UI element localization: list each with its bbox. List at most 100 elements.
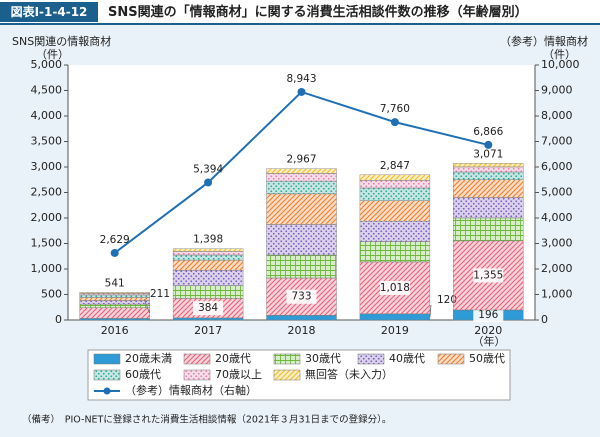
bar-segment [79, 292, 150, 294]
y-tick-label: 4,500 [31, 84, 63, 97]
value-label: 8,943 [286, 73, 316, 85]
legend-label: 50歳代 [469, 352, 505, 365]
y2-tick-label: 6,000 [541, 160, 573, 173]
y2-axis-title: （参考）情報商材 [500, 34, 588, 48]
source-note: （備考） PIO-NETに登録された消費生活相談情報（2021年３月31日までの… [22, 414, 391, 426]
legend-label: 20歳未満 [125, 352, 172, 365]
chart-title: SNS関連の「情報商材」に関する消費生活相談件数の推移（年齢層別） [108, 4, 528, 20]
y2-tick-label: 5,000 [541, 186, 573, 199]
value-label: 120 [437, 294, 457, 306]
bar-segment [79, 294, 150, 298]
bar-segment [359, 200, 431, 222]
value-label-bg [473, 268, 504, 283]
y2-axis-unit: （件） [543, 48, 576, 61]
bar-segment [453, 166, 524, 173]
y-tick-label: 5,000 [31, 58, 63, 71]
line-point [297, 87, 306, 96]
legend-label: （参考）情報商材（右軸） [125, 383, 257, 397]
bar-segment [172, 270, 244, 286]
x-axis-unit: （年） [473, 334, 506, 348]
legend-swatch [93, 369, 121, 381]
legend-label: 無回答（未入力） [305, 367, 393, 381]
y-tick-label: 1,000 [31, 262, 63, 275]
y-tick-label: 2,500 [31, 186, 63, 199]
bar-segment [172, 248, 244, 252]
value-label: 196 [478, 309, 498, 321]
bar-segment [359, 313, 431, 321]
line-point [390, 118, 399, 127]
legend-label: 20歳代 [215, 352, 251, 365]
value-label: 6,866 [473, 126, 503, 138]
legend-swatch [183, 369, 211, 381]
y-tick-label: 3,500 [31, 135, 63, 148]
bar-segment [453, 171, 524, 180]
y-axis-unit: （件） [36, 48, 69, 61]
legend-swatch [273, 353, 301, 365]
legend-swatch [357, 353, 385, 365]
bar-segment [79, 318, 150, 321]
x-tick-label: 2019 [381, 324, 409, 337]
line-point [110, 248, 119, 257]
legend-swatch [93, 353, 121, 365]
value-label: 1,355 [473, 269, 503, 281]
line-point [204, 178, 213, 187]
bar-segment [79, 297, 150, 301]
legend-swatch [273, 369, 301, 381]
value-label-bg [379, 280, 410, 295]
bar-segment [172, 251, 244, 256]
value-label-bg [193, 301, 224, 316]
y-tick-label: 1,500 [31, 237, 63, 250]
y2-tick-label: 7,000 [541, 135, 573, 148]
y-axis-title: SNS関連の情報商材 [12, 34, 111, 48]
value-label: 7,760 [380, 103, 410, 115]
line-point [484, 140, 493, 149]
y2-tick-label: 0 [541, 313, 548, 326]
total-label: 2,967 [286, 154, 316, 166]
y-tick-label: 0 [55, 313, 62, 326]
bar-segment [172, 285, 244, 299]
y2-tick-label: 10,000 [541, 58, 580, 71]
bar-segment [453, 179, 524, 198]
total-label: 3,071 [473, 148, 503, 160]
value-label: 211 [150, 288, 170, 300]
bar-segment [266, 168, 337, 174]
bar-segment [266, 315, 337, 321]
legend-swatch [437, 353, 465, 365]
bar-segment [172, 259, 244, 271]
y-tick-label: 4,000 [31, 109, 63, 122]
bar-segment [79, 307, 150, 319]
legend-label: 40歳代 [389, 352, 425, 365]
y2-tick-label: 1,000 [541, 288, 573, 301]
value-label-bg [286, 289, 317, 304]
header-bar [0, 0, 600, 24]
legend-label: 60歳代 [125, 368, 161, 381]
value-label: 5,394 [193, 163, 223, 175]
bar-segment [266, 193, 337, 225]
bar-segment [79, 300, 150, 305]
y2-tick-label: 2,000 [541, 262, 573, 275]
value-label: 733 [291, 291, 311, 303]
bar-segment [359, 220, 431, 242]
bar-segment [172, 254, 244, 261]
total-label: 541 [105, 277, 125, 289]
bar-segment [453, 163, 524, 168]
bar-segment [172, 317, 244, 321]
badge: 図表Ⅰ-1-4-12 [11, 4, 88, 19]
bar-segment [453, 217, 524, 242]
bar-segment [453, 197, 524, 219]
value-label: 2,629 [100, 234, 130, 246]
x-tick-label: 2016 [101, 324, 129, 337]
leader-line [429, 304, 432, 317]
value-label-bg [473, 308, 504, 323]
y2-tick-label: 4,000 [541, 211, 573, 224]
y-tick-label: 3,000 [31, 160, 63, 173]
badge-box [0, 2, 98, 22]
bar-segment [359, 174, 431, 181]
bar-segment [266, 180, 337, 195]
legend-point [103, 387, 111, 395]
legend-swatch [183, 353, 211, 365]
y-tick-label: 500 [41, 288, 62, 301]
bar-segment [266, 254, 337, 279]
value-label: 384 [198, 302, 218, 314]
